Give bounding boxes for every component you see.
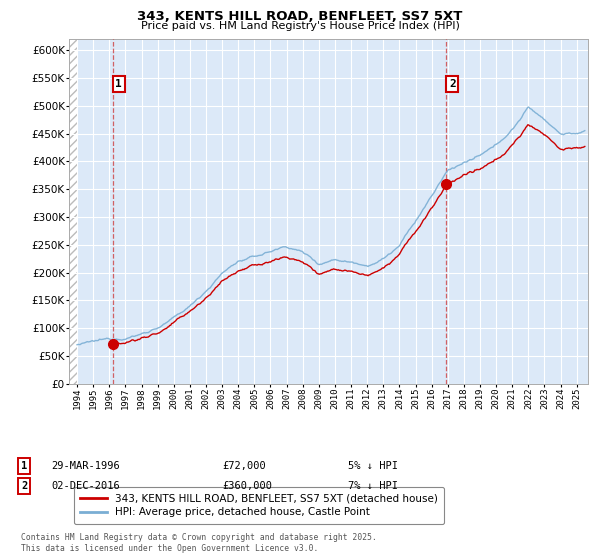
Text: 1: 1 xyxy=(21,461,27,471)
Bar xyxy=(69,39,77,384)
Text: £72,000: £72,000 xyxy=(222,461,266,471)
Text: Price paid vs. HM Land Registry's House Price Index (HPI): Price paid vs. HM Land Registry's House … xyxy=(140,21,460,31)
Text: 2: 2 xyxy=(449,79,455,89)
Text: £360,000: £360,000 xyxy=(222,481,272,491)
Text: 343, KENTS HILL ROAD, BENFLEET, SS7 5XT: 343, KENTS HILL ROAD, BENFLEET, SS7 5XT xyxy=(137,10,463,23)
Text: 29-MAR-1996: 29-MAR-1996 xyxy=(51,461,120,471)
Text: 2: 2 xyxy=(21,481,27,491)
Text: 02-DEC-2016: 02-DEC-2016 xyxy=(51,481,120,491)
Text: Contains HM Land Registry data © Crown copyright and database right 2025.
This d: Contains HM Land Registry data © Crown c… xyxy=(21,533,377,553)
Text: 5% ↓ HPI: 5% ↓ HPI xyxy=(348,461,398,471)
Text: 1: 1 xyxy=(115,79,122,89)
Text: 7% ↓ HPI: 7% ↓ HPI xyxy=(348,481,398,491)
Legend: 343, KENTS HILL ROAD, BENFLEET, SS7 5XT (detached house), HPI: Average price, de: 343, KENTS HILL ROAD, BENFLEET, SS7 5XT … xyxy=(74,487,444,524)
